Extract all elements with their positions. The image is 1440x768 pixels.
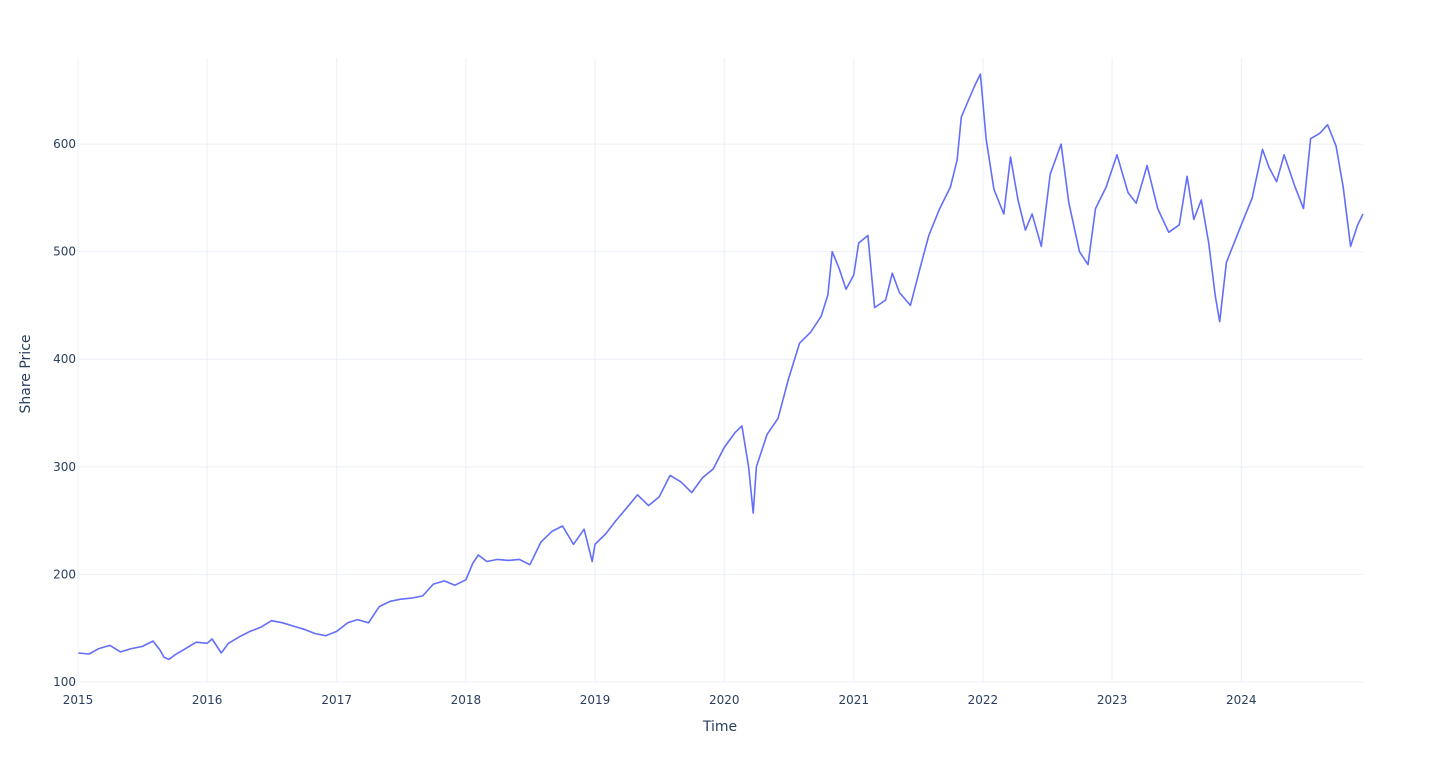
y-tick-labels: 100 200 300 400 500 600 — [53, 137, 76, 689]
x-tick-label: 2015 — [63, 693, 94, 707]
y-tick-label: 100 — [53, 675, 76, 689]
series-layer — [78, 73, 1364, 661]
y-tick-label: 300 — [53, 460, 76, 474]
x-tick-labels: 2015 2016 2017 2018 2019 2020 2021 2022 2023 2024 — [63, 693, 1257, 707]
y-tick-label: 500 — [53, 245, 76, 259]
x-gridlines — [77, 58, 1242, 682]
x-tick-label: 2019 — [580, 693, 611, 707]
y-tick-label: 200 — [53, 567, 76, 581]
y-gridlines — [78, 143, 1363, 683]
x-tick-label: 2018 — [451, 693, 482, 707]
x-tick-label: 2022 — [968, 693, 999, 707]
y-axis-title: Share Price — [18, 334, 34, 413]
x-tick-label: 2016 — [192, 693, 223, 707]
y-tick-label: 400 — [53, 352, 76, 366]
series-line — [78, 73, 1364, 661]
y-tick-label: 600 — [53, 137, 76, 151]
x-tick-label: 2023 — [1097, 693, 1128, 707]
x-tick-label: 2020 — [709, 693, 740, 707]
x-tick-label: 2024 — [1226, 693, 1257, 707]
x-axis-title: Time — [702, 719, 737, 735]
x-tick-label: 2021 — [838, 693, 869, 707]
x-tick-label: 2017 — [321, 693, 352, 707]
